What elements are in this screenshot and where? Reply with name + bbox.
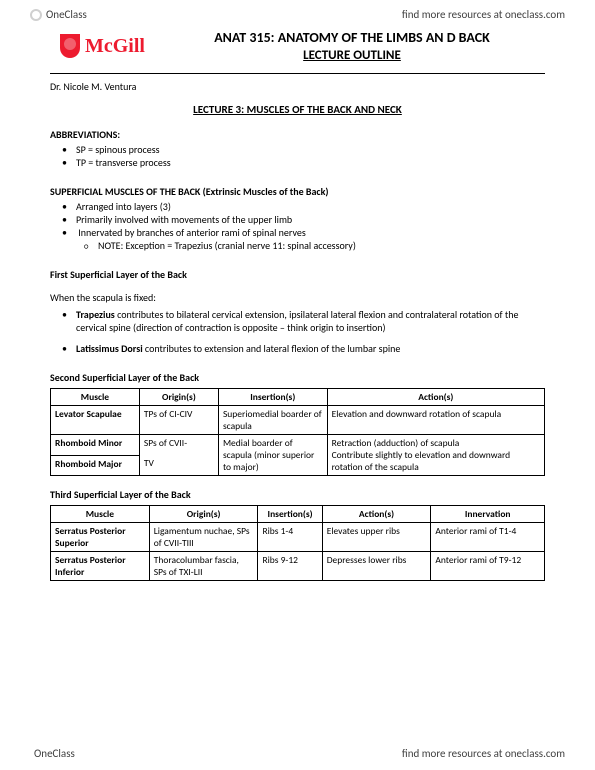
first-layer-list: Trapezius contributes to bilateral cervi… bbox=[50, 308, 545, 334]
col-action: Action(s) bbox=[322, 506, 431, 523]
superficial-head: SUPERFICIAL MUSCLES OF THE BACK (Extrins… bbox=[50, 185, 545, 198]
col-muscle: Muscle bbox=[51, 506, 150, 523]
course-title-block: ANAT 315: ANATOMY OF THE LIMBS AN D BACK… bbox=[159, 29, 545, 63]
trapezius-label: Trapezius bbox=[76, 308, 115, 321]
oneclass-logo-icon bbox=[30, 9, 42, 21]
list-text: Innervated by branches of anterior rami … bbox=[78, 226, 306, 239]
cell-insertion: Ribs 9-12 bbox=[258, 552, 322, 581]
cell-action: Retraction (adduction) of scapula Contri… bbox=[327, 435, 544, 476]
footer-link[interactable]: find more resources at oneclass.com bbox=[402, 747, 565, 760]
cell-insertion: Superiomedial boarder of scapula bbox=[218, 406, 327, 435]
lat-text: contributes to extension and lateral fle… bbox=[143, 342, 401, 355]
top-bar: OneClass find more resources at oneclass… bbox=[0, 0, 595, 25]
abbrev-head: ABBREVIATIONS: bbox=[50, 128, 545, 141]
second-layer-head: Second Superficial Layer of the Back bbox=[50, 371, 545, 384]
second-layer-table: Muscle Origin(s) Insertion(s) Action(s) … bbox=[50, 388, 545, 476]
cell-innervation: Anterior rami of T1-4 bbox=[431, 523, 545, 552]
header-row: McGill ANAT 315: ANATOMY OF THE LIMBS AN… bbox=[0, 25, 595, 69]
table-header-row: Muscle Origin(s) Insertion(s) Action(s) … bbox=[51, 506, 545, 523]
course-title: ANAT 315: ANATOMY OF THE LIMBS AN D BACK bbox=[159, 29, 545, 46]
mcgill-logo: McGill bbox=[60, 34, 145, 58]
cell-muscle: Rhomboid Minor bbox=[51, 435, 140, 456]
cell-action: Depresses lower ribs bbox=[322, 552, 431, 581]
table-header-row: Muscle Origin(s) Insertion(s) Action(s) bbox=[51, 389, 545, 406]
sub-list: NOTE: Exception = Trapezius (cranial ner… bbox=[76, 239, 545, 252]
list-item: Innervated by branches of anterior rami … bbox=[76, 226, 545, 252]
brand-name: OneClass bbox=[46, 8, 87, 21]
abbrev-list: SP = spinous process TP = transverse pro… bbox=[50, 143, 545, 169]
lat-label: Latissimus Dorsi bbox=[76, 342, 143, 355]
cell-innervation: Anterior rami of T9-12 bbox=[431, 552, 545, 581]
first-layer-intro: When the scapula is fixed: bbox=[50, 291, 545, 304]
list-item: NOTE: Exception = Trapezius (cranial ner… bbox=[98, 239, 545, 252]
superficial-list: Arranged into layers (3) Primarily invol… bbox=[50, 200, 545, 252]
third-layer-head: Third Superficial Layer of the Back bbox=[50, 488, 545, 501]
col-insertion: Insertion(s) bbox=[218, 389, 327, 406]
instructor: Dr. Nicole M. Ventura bbox=[50, 80, 545, 93]
top-link[interactable]: find more resources at oneclass.com bbox=[402, 8, 565, 21]
col-action: Action(s) bbox=[327, 389, 544, 406]
divider bbox=[50, 73, 545, 74]
university-name: McGill bbox=[85, 35, 145, 58]
table-row: Rhomboid Minor SPs of CVII- Medial board… bbox=[51, 435, 545, 456]
brand-name: OneClass bbox=[34, 747, 75, 760]
cell-action: Elevation and downward rotation of scapu… bbox=[327, 406, 544, 435]
cell-muscle: Serratus Posterior Superior bbox=[51, 523, 150, 552]
table-row: Levator Scapulae TPs of CI-CIV Superiome… bbox=[51, 406, 545, 435]
col-innervation: Innervation bbox=[431, 506, 545, 523]
cell-origin: TPs of CI-CIV bbox=[139, 406, 218, 435]
cell-origin: SPs of CVII- bbox=[139, 435, 218, 456]
cell-origin: Thoracolumbar fascia, SPs of TXI-LII bbox=[149, 552, 258, 581]
course-subtitle: LECTURE OUTLINE bbox=[159, 48, 545, 63]
brand-bottom: OneClass bbox=[30, 747, 75, 760]
third-layer-table: Muscle Origin(s) Insertion(s) Action(s) … bbox=[50, 505, 545, 581]
content: Dr. Nicole M. Ventura LECTURE 3: MUSCLES… bbox=[0, 80, 595, 581]
first-layer-list-2: Latissimus Dorsi contributes to extensio… bbox=[50, 342, 545, 355]
footer: OneClass find more resources at oneclass… bbox=[0, 747, 595, 760]
cell-action: Elevates upper ribs bbox=[322, 523, 431, 552]
list-item: TP = transverse process bbox=[76, 156, 545, 169]
list-item: Primarily involved with movements of the… bbox=[76, 213, 545, 226]
cell-muscle: Rhomboid Major bbox=[51, 455, 140, 476]
col-insertion: Insertion(s) bbox=[258, 506, 322, 523]
col-origin: Origin(s) bbox=[139, 389, 218, 406]
cell-muscle: Levator Scapulae bbox=[51, 406, 140, 435]
cell-origin: Ligamentum nuchae, SPs of CVII-TIII bbox=[149, 523, 258, 552]
list-item: Trapezius contributes to bilateral cervi… bbox=[76, 308, 545, 334]
cell-origin: TV bbox=[139, 455, 218, 476]
first-layer-head: First Superficial Layer of the Back bbox=[50, 268, 545, 281]
brand-top: OneClass bbox=[30, 8, 87, 21]
lecture-title: LECTURE 3: MUSCLES OF THE BACK AND NECK bbox=[50, 103, 545, 116]
col-origin: Origin(s) bbox=[149, 506, 258, 523]
list-item: Arranged into layers (3) bbox=[76, 200, 545, 213]
cell-insertion: Medial boarder of scapula (minor superio… bbox=[218, 435, 327, 476]
col-muscle: Muscle bbox=[51, 389, 140, 406]
list-item: Latissimus Dorsi contributes to extensio… bbox=[76, 342, 545, 355]
table-row: Serratus Posterior Inferior Thoracolumba… bbox=[51, 552, 545, 581]
cell-insertion: Ribs 1-4 bbox=[258, 523, 322, 552]
shield-icon bbox=[60, 34, 80, 58]
cell-muscle: Serratus Posterior Inferior bbox=[51, 552, 150, 581]
trapezius-text: contributes to bilateral cervical extens… bbox=[76, 308, 518, 334]
table-row: Serratus Posterior Superior Ligamentum n… bbox=[51, 523, 545, 552]
list-item: SP = spinous process bbox=[76, 143, 545, 156]
